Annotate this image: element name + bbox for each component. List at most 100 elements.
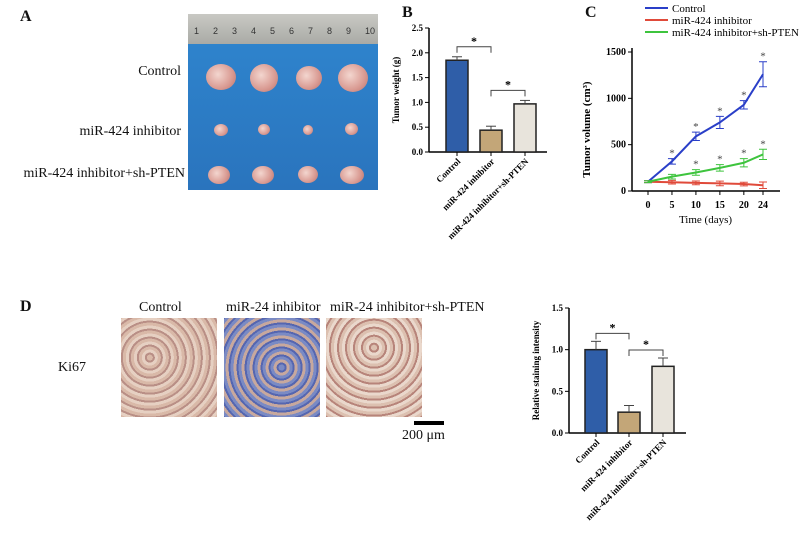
significance-star: * <box>717 105 723 117</box>
error-bar <box>667 173 676 180</box>
series-line <box>647 180 764 187</box>
x-tick-label: 15 <box>715 200 725 211</box>
y-tick-label: 0.5 <box>552 386 564 396</box>
scale-bar-label: 200 μm <box>402 428 445 443</box>
x-tick-label: 20 <box>739 200 749 211</box>
significance-star: * <box>505 77 511 91</box>
error-bar <box>691 180 700 186</box>
panel-b-label: B <box>402 4 413 21</box>
ruler-number: 1 <box>194 26 200 36</box>
bar <box>584 348 608 434</box>
x-axis-label: Time (days) <box>679 214 732 226</box>
significance-star: * <box>669 148 675 160</box>
histo-label-inhibitor-sh-pten: miR-24 inhibitor+sh-PTEN <box>330 300 485 315</box>
histo-label-control: Control <box>139 300 182 315</box>
error-bar <box>759 181 767 189</box>
error-bar <box>667 158 676 165</box>
error-bar <box>691 131 700 141</box>
tumor-photo: 1 2 3 4 5 6 7 8 9 10 <box>188 14 378 190</box>
y-tick-label: 2.0 <box>412 48 424 58</box>
ki67-label: Ki67 <box>58 360 86 375</box>
row-label-inhibitor: miR-424 inhibitor <box>79 124 182 139</box>
bar <box>445 59 469 153</box>
histology-image-inhibitor-sh-pten <box>326 318 422 417</box>
significance-star: * <box>741 90 747 102</box>
y-tick-label: 2.5 <box>412 23 424 33</box>
y-tick-label: 1.5 <box>412 73 424 83</box>
error-bar <box>715 180 724 187</box>
ruler-number: 3 <box>232 26 238 36</box>
bar <box>513 103 537 153</box>
y-tick-label: 0 <box>621 186 626 197</box>
panel-a-label: A <box>20 8 32 25</box>
error-bar <box>667 179 676 185</box>
error-bar <box>644 180 652 184</box>
significance-star: * <box>760 138 766 150</box>
ruler-number: 8 <box>327 26 333 36</box>
y-axis-label: Tumor volume (cm³) <box>581 81 593 178</box>
error-bar <box>739 100 748 110</box>
x-tick-label: 10 <box>691 200 701 211</box>
x-tick-label: Control <box>573 437 602 466</box>
error-bar <box>715 115 724 129</box>
error-bar <box>759 61 767 88</box>
significance-bracket <box>628 349 664 356</box>
ruler-number: 2 <box>213 26 219 36</box>
y-tick-label: 500 <box>611 140 626 151</box>
histology-image-control <box>121 318 217 417</box>
histology-image-inhibitor <box>224 318 320 417</box>
y-tick-label: 0.5 <box>412 122 424 132</box>
row-label-control: Control <box>138 64 181 79</box>
significance-star: * <box>693 159 699 171</box>
y-tick-label: 1500 <box>606 47 626 58</box>
significance-star: * <box>741 148 747 160</box>
error-bar <box>739 158 748 168</box>
scale-bar <box>414 421 444 425</box>
significance-star: * <box>610 320 616 334</box>
significance-star: * <box>693 121 699 133</box>
ruler-number: 7 <box>308 26 314 36</box>
significance-star: * <box>760 51 766 63</box>
significance-star: * <box>717 154 723 166</box>
error-bar <box>739 181 748 187</box>
ruler-number: 10 <box>365 26 376 36</box>
bar <box>617 411 641 434</box>
bar <box>651 365 675 434</box>
histo-label-inhibitor: miR-24 inhibitor <box>226 300 321 315</box>
x-tick-label: 5 <box>669 200 674 211</box>
y-axis-label: Relative staining intensity <box>531 320 541 420</box>
error-bar <box>715 164 724 172</box>
x-tick-label: Control <box>434 156 463 185</box>
x-tick-label: 24 <box>758 200 768 211</box>
y-tick-label: 1.0 <box>412 97 424 107</box>
significance-bracket <box>490 89 526 97</box>
significance-star: * <box>471 34 477 48</box>
panel-d-label: D <box>20 298 32 315</box>
y-tick-label: 1000 <box>606 93 626 104</box>
panel-c-label: C <box>585 4 597 21</box>
y-tick-label: 0.0 <box>412 147 424 157</box>
ruler-number: 9 <box>346 26 352 36</box>
legend-label: miR-424 inhibitor+sh-PTEN <box>672 27 799 39</box>
significance-star: * <box>643 337 649 351</box>
series-line <box>647 153 764 183</box>
significance-bracket <box>595 332 630 340</box>
y-tick-label: 0.0 <box>552 428 564 438</box>
ruler-number: 6 <box>289 26 295 36</box>
significance-bracket <box>456 46 492 53</box>
ruler-number: 4 <box>251 26 257 36</box>
legend-label: miR-424 inhibitor <box>672 15 752 27</box>
bar <box>479 129 503 153</box>
error-bar <box>691 169 700 176</box>
ruler-number: 5 <box>270 26 276 36</box>
y-axis-label: Tumor weight (g) <box>391 57 401 124</box>
y-tick-label: 1.5 <box>552 303 564 313</box>
row-label-inhibitor-sh-pten: miR-424 inhibitor+sh-PTEN <box>23 166 185 181</box>
legend-label: Control <box>672 3 706 15</box>
ruler: 1 2 3 4 5 6 7 8 9 10 <box>188 14 378 44</box>
x-tick-label: 0 <box>646 200 651 211</box>
error-bar <box>759 148 767 160</box>
series-line <box>647 73 764 183</box>
